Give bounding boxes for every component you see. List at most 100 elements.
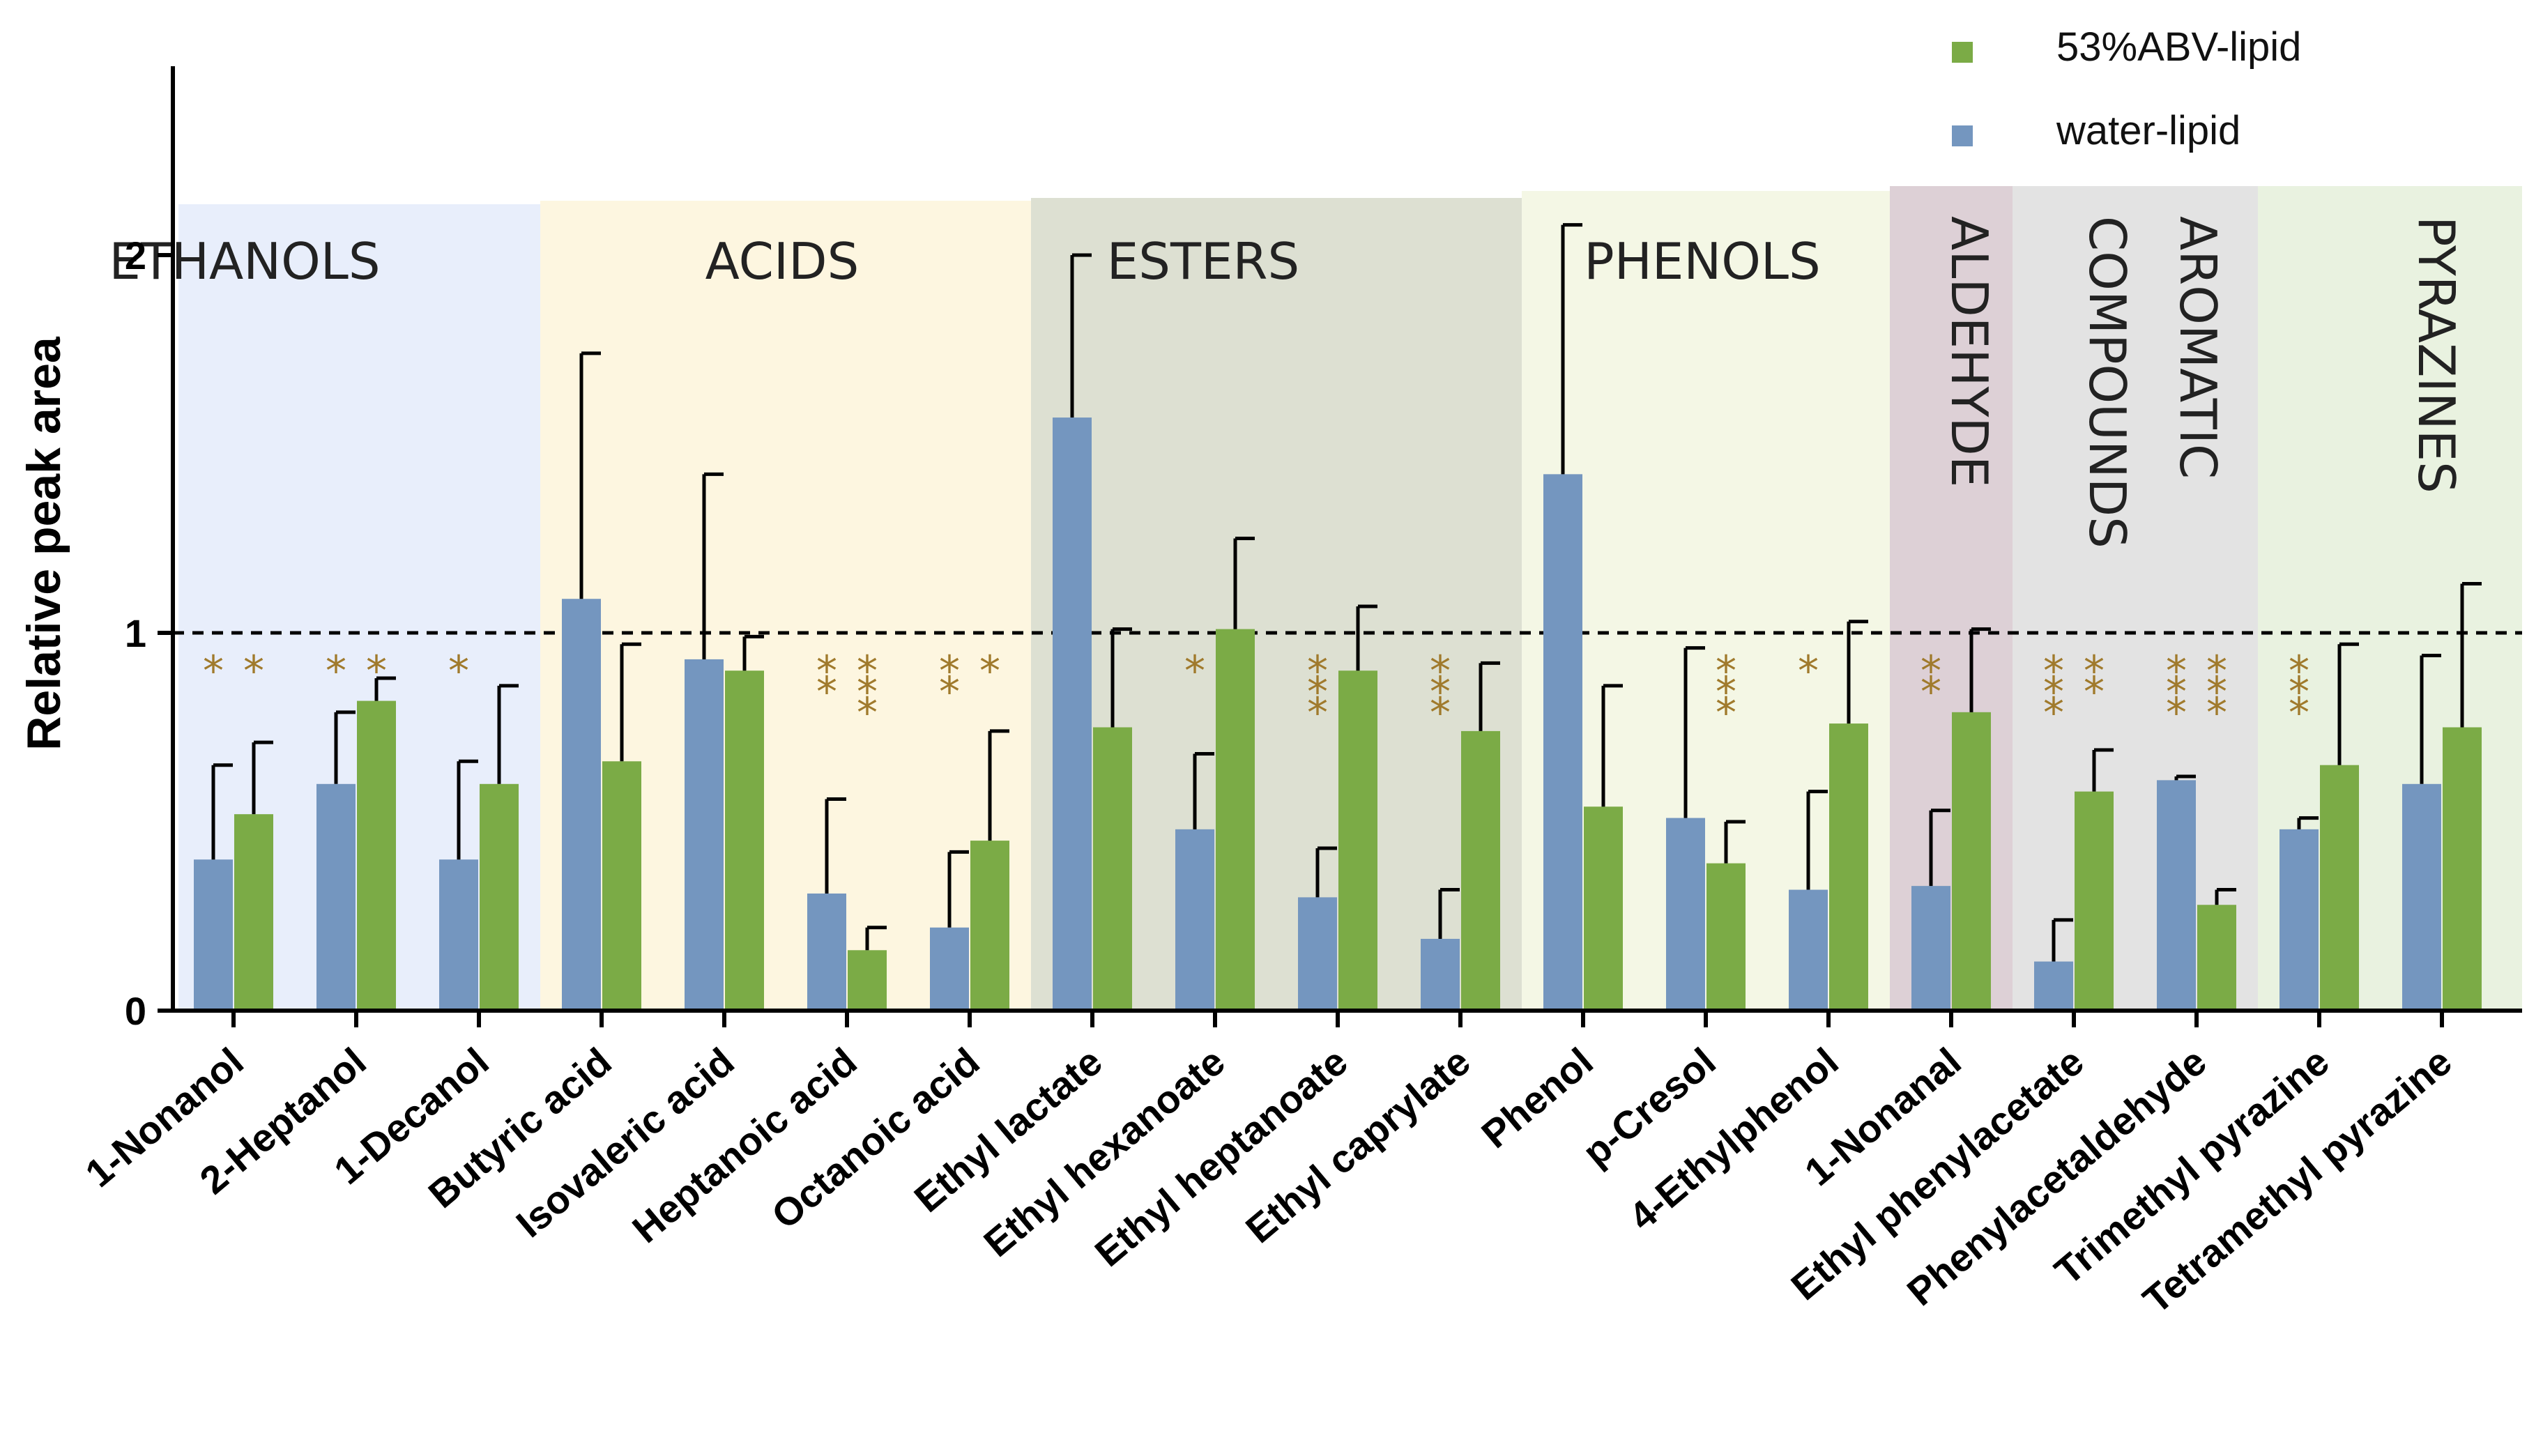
bar-water-lipid-ethyl-hexanoate bbox=[1175, 829, 1214, 1011]
bar-water-lipid-p-cresol bbox=[1666, 818, 1705, 1011]
significance-53-abv-lipid-heptanoic-acid: *** bbox=[857, 647, 878, 737]
bar-53-abv-lipid-ethyl-hexanoate bbox=[1216, 629, 1255, 1011]
legend-swatch-53-abv-lipid bbox=[1952, 42, 1973, 63]
axes-group: 0 1 2 bbox=[125, 66, 2522, 1033]
bar-water-lipid-phenol bbox=[1543, 474, 1582, 1011]
significance-53-abv-lipid-p-cresol: *** bbox=[1716, 647, 1736, 737]
bars-group bbox=[194, 417, 2482, 1011]
significance-water-lipid-octanoic-acid: ** bbox=[939, 647, 960, 716]
legend-swatch-water-lipid bbox=[1952, 125, 1973, 146]
significance-star: * bbox=[1430, 668, 1451, 716]
bar-53-abv-lipid-1-nonanol bbox=[234, 814, 273, 1011]
bar-53-abv-lipid-phenylacetaldehyde bbox=[2197, 905, 2236, 1011]
significance-star: * bbox=[2043, 689, 2064, 737]
bar-water-lipid-1-nonanol bbox=[194, 859, 233, 1011]
significance-star: * bbox=[1920, 647, 1941, 696]
significance-water-lipid-1-decanol: * bbox=[448, 647, 469, 696]
bar-water-lipid-ethyl-caprylate bbox=[1421, 939, 1460, 1011]
significance-markers: * * * * * ** ***** * * ********** ** ***** ********* bbox=[203, 647, 2309, 737]
y-tick-label-1: 1 bbox=[125, 611, 146, 655]
significance-water-lipid-1-nonanal: ** bbox=[1920, 647, 1941, 716]
bar-53-abv-lipid-ethyl-lactate bbox=[1093, 727, 1132, 1011]
bar-53-abv-lipid-octanoic-acid bbox=[970, 841, 1009, 1011]
bar-water-lipid-butyric-acid bbox=[562, 599, 601, 1011]
significance-water-lipid-heptanoic-acid: ** bbox=[816, 647, 837, 716]
significance-star: * bbox=[1184, 647, 1205, 696]
significance-water-lipid-trimethyl-pyrazine: *** bbox=[2289, 647, 2309, 737]
significance-star: * bbox=[2206, 647, 2227, 696]
bar-53-abv-lipid-tetramethyl-pyrazine bbox=[2443, 727, 2482, 1011]
significance-star: * bbox=[1430, 647, 1451, 696]
group-band-aldehyde bbox=[1890, 186, 2013, 1011]
significance-water-lipid-ethyl-caprylate: *** bbox=[1430, 647, 1451, 737]
group-label-compounds: COMPOUNDS bbox=[2078, 216, 2137, 549]
significance-star: * bbox=[2166, 668, 2187, 716]
group-label-aldehyde: ALDEHYDE bbox=[1940, 216, 1999, 487]
significance-star: * bbox=[816, 668, 837, 716]
error-bars-group bbox=[211, 223, 2482, 962]
bar-53-abv-lipid-heptanoic-acid bbox=[848, 950, 887, 1011]
legend-label-53-abv-lipid: 53%ABV-lipid bbox=[2056, 24, 2301, 70]
bar-water-lipid-1-nonanal bbox=[1911, 886, 1950, 1011]
significance-water-lipid-2-heptanol: * bbox=[326, 647, 346, 696]
significance-star: * bbox=[939, 668, 960, 716]
y-tick-label-2: 2 bbox=[125, 233, 146, 277]
significance-star: * bbox=[2084, 647, 2105, 696]
group-label-pyrazines: PYRAZINES bbox=[2407, 216, 2466, 493]
significance-star: * bbox=[939, 647, 960, 696]
group-label-phenols: PHENOLS bbox=[1584, 232, 1820, 291]
bar-53-abv-lipid-4-ethylphenol bbox=[1829, 723, 1868, 1011]
bar-water-lipid-ethyl-phenylacetate bbox=[2034, 961, 2073, 1011]
bar-53-abv-lipid-butyric-acid bbox=[602, 761, 641, 1011]
group-label-aromatic: AROMATIC bbox=[2169, 216, 2227, 479]
significance-star: * bbox=[1430, 689, 1451, 737]
bar-water-lipid-ethyl-heptanoate bbox=[1298, 897, 1337, 1011]
legend-label-water-lipid: water-lipid bbox=[2056, 108, 2240, 153]
y-tick-label-0: 0 bbox=[125, 989, 146, 1033]
x-tick-label-heptanoic-acid: Heptanoic acid bbox=[624, 1039, 865, 1251]
bar-53-abv-lipid-ethyl-caprylate bbox=[1461, 730, 1500, 1011]
significance-star: * bbox=[816, 647, 837, 696]
group-label-ethanols: ETHANOLS bbox=[109, 232, 380, 291]
y-axis-label: Relative peak area bbox=[17, 336, 70, 751]
x-tick-label-ethyl-caprylate: Ethyl caprylate bbox=[1237, 1039, 1479, 1251]
significance-53-abv-lipid-1-nonanol: * bbox=[243, 647, 264, 696]
significance-star: * bbox=[2166, 647, 2187, 696]
significance-water-lipid-ethyl-hexanoate: * bbox=[1184, 647, 1205, 696]
legend: 53%ABV-lipid water-lipid bbox=[1952, 24, 2301, 153]
x-tick-label-octanoic-acid: Octanoic acid bbox=[763, 1039, 988, 1237]
bar-water-lipid-2-heptanol bbox=[316, 783, 356, 1011]
significance-star: * bbox=[2043, 668, 2064, 716]
bar-water-lipid-isovaleric-acid bbox=[685, 659, 724, 1011]
bar-water-lipid-heptanoic-acid bbox=[807, 893, 846, 1011]
significance-star: * bbox=[857, 647, 878, 696]
significance-star: * bbox=[1307, 647, 1328, 696]
significance-star: * bbox=[2289, 668, 2309, 716]
significance-water-lipid-phenylacetaldehyde: *** bbox=[2166, 647, 2187, 737]
bar-water-lipid-phenylacetaldehyde bbox=[2157, 780, 2196, 1011]
bar-water-lipid-trimethyl-pyrazine bbox=[2279, 829, 2319, 1011]
significance-53-abv-lipid-octanoic-acid: * bbox=[979, 647, 1000, 696]
significance-star: * bbox=[857, 689, 878, 737]
bar-53-abv-lipid-trimethyl-pyrazine bbox=[2320, 765, 2359, 1011]
bar-water-lipid-ethyl-lactate bbox=[1053, 417, 1092, 1011]
significance-star: * bbox=[1920, 668, 1941, 716]
significance-star: * bbox=[2289, 689, 2309, 737]
group-label-acids: ACIDS bbox=[705, 232, 860, 291]
bar-53-abv-lipid-2-heptanol bbox=[357, 700, 396, 1011]
significance-water-lipid-ethyl-heptanoate: *** bbox=[1307, 647, 1328, 737]
significance-star: * bbox=[2206, 668, 2227, 716]
significance-star: * bbox=[1798, 647, 1819, 696]
bar-water-lipid-1-decanol bbox=[439, 859, 478, 1011]
significance-star: * bbox=[2206, 689, 2227, 737]
significance-53-abv-lipid-phenylacetaldehyde: *** bbox=[2206, 647, 2227, 737]
significance-star: * bbox=[1716, 668, 1736, 716]
bar-water-lipid-octanoic-acid bbox=[930, 927, 969, 1011]
bar-water-lipid-4-ethylphenol bbox=[1789, 889, 1828, 1011]
significance-water-lipid-ethyl-phenylacetate: *** bbox=[2043, 647, 2064, 737]
x-tick-label-4-ethylphenol: 4-Ethylphenol bbox=[1621, 1039, 1847, 1239]
group-band-compounds bbox=[2013, 186, 2258, 1011]
significance-star: * bbox=[2084, 668, 2105, 716]
